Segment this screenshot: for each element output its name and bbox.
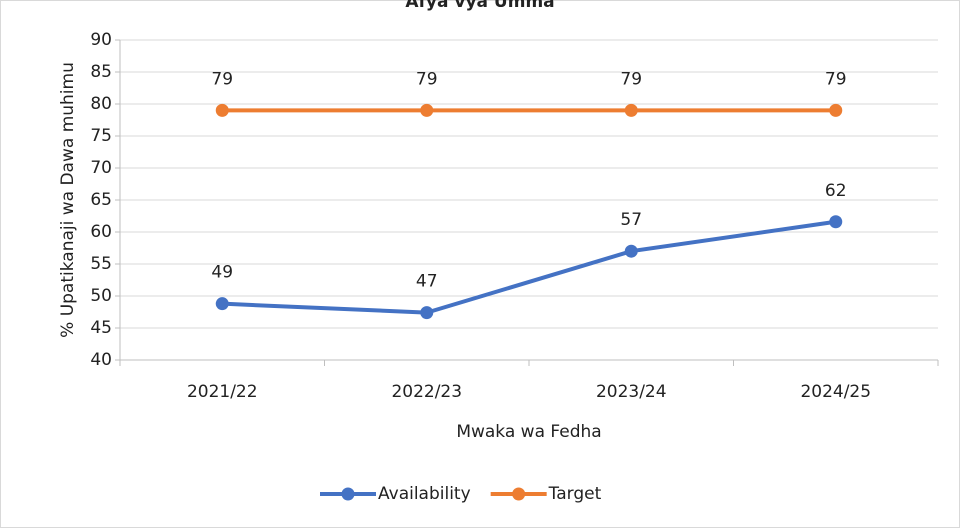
y-tick-label: 80	[90, 94, 112, 114]
data-label: 79	[416, 69, 438, 89]
data-point	[624, 103, 638, 117]
y-tick-label: 40	[90, 350, 112, 370]
data-label: 62	[825, 181, 847, 201]
x-tick-label: 2023/24	[596, 382, 667, 402]
y-tick-label: 90	[90, 30, 112, 50]
x-axis-label: Mwaka wa Fedha	[456, 422, 601, 442]
legend-label: Target	[548, 484, 602, 504]
data-label: 79	[825, 69, 847, 89]
y-tick-label: 45	[90, 318, 112, 338]
data-label: 79	[211, 69, 233, 89]
data-point	[215, 297, 229, 311]
data-label: 79	[620, 69, 642, 89]
legend-label: Availability	[378, 484, 471, 504]
y-axis-label: % Upatikanaji wa Dawa muhimu	[58, 62, 78, 338]
data-point	[829, 103, 843, 117]
data-label: 57	[620, 210, 642, 230]
y-tick-label: 55	[90, 254, 112, 274]
x-tick-label: 2021/22	[187, 382, 258, 402]
y-tick-label: 50	[90, 286, 112, 306]
data-point	[215, 103, 229, 117]
chart-title: Afya vya Umma	[405, 0, 554, 12]
series-line	[222, 219, 837, 315]
data-label: 47	[416, 272, 438, 292]
legend-marker	[341, 487, 355, 501]
y-tick-label: 75	[90, 126, 112, 146]
y-tick-label: 85	[90, 62, 112, 82]
data-label: 49	[211, 263, 233, 283]
x-tick-label: 2024/25	[800, 382, 871, 402]
x-tick-label: 2022/23	[391, 382, 462, 402]
data-point	[420, 103, 434, 117]
data-point	[420, 306, 434, 320]
y-tick-label: 60	[90, 222, 112, 242]
data-point	[829, 215, 843, 229]
y-tick-label: 65	[90, 190, 112, 210]
data-point	[624, 244, 638, 258]
legend-marker	[512, 487, 526, 501]
y-tick-label: 70	[90, 158, 112, 178]
